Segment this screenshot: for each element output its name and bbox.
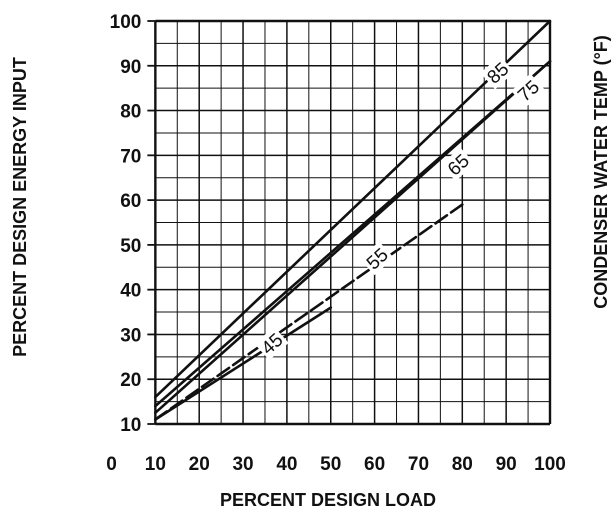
x-tick-label: 10	[145, 454, 166, 475]
x-axis-title: PERCENT DESIGN LOAD	[220, 490, 436, 510]
x-tick-label: 20	[189, 454, 210, 475]
series-line-55	[154, 203, 464, 421]
series-line-85	[154, 19, 552, 399]
y-tick-label: 50	[120, 236, 141, 257]
series-label-85: 85	[484, 59, 514, 89]
grid	[147, 19, 552, 426]
series-label-background	[359, 241, 394, 276]
series-label-background	[440, 147, 475, 182]
x-tick-label: 100	[534, 454, 566, 475]
y-tick-label: 40	[120, 281, 141, 302]
series-label-background	[254, 326, 289, 361]
y-tick-label: 100	[110, 12, 142, 33]
y-axis-title: PERCENT DESIGN ENERGY INPUT	[10, 57, 30, 357]
series-line-65	[154, 59, 552, 415]
y-tick-label: 60	[120, 191, 141, 212]
x-tick-label: 70	[408, 454, 429, 475]
x-tick-label: 50	[320, 454, 341, 475]
series-line-45	[154, 306, 333, 421]
series-label-group-45: 45	[254, 326, 289, 361]
y-tick-label: 30	[120, 325, 141, 346]
series-label-background	[511, 73, 546, 108]
y-tick-label: 80	[120, 102, 141, 123]
series-label-group-55: 55	[359, 241, 394, 276]
y-tick-label: 20	[120, 370, 141, 391]
y-tick-label: 10	[120, 415, 141, 436]
series-lines	[154, 19, 552, 421]
y-tick-label: 90	[120, 57, 141, 78]
series-label-75: 75	[514, 77, 544, 107]
x-tick-label: 60	[364, 454, 385, 475]
x-tick-label: 40	[276, 454, 297, 475]
series-label-background	[480, 55, 515, 90]
x-tick-label: 80	[452, 454, 473, 475]
x-tick-label: 0	[106, 454, 117, 475]
y-tick-label: 70	[120, 146, 141, 167]
series-label-group-75: 75	[511, 73, 546, 108]
x-tick-label: 30	[232, 454, 253, 475]
x-tick-label: 90	[496, 454, 517, 475]
condenser-water-temp-title: CONDENSER WATER TEMP (°F)	[591, 35, 611, 309]
